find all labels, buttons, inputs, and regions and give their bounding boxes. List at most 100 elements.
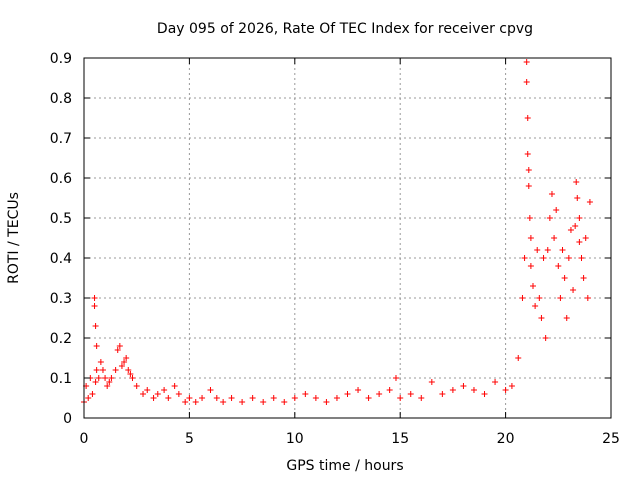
data-point <box>544 247 551 253</box>
data-point <box>418 395 425 401</box>
data-point <box>213 395 220 401</box>
y-tick-label: 0.2 <box>50 331 72 347</box>
data-point <box>449 387 456 393</box>
data-point <box>542 335 549 341</box>
data-point <box>150 395 157 401</box>
data-point <box>559 247 566 253</box>
data-point <box>323 399 330 405</box>
y-tick-label: 0.1 <box>50 371 72 387</box>
data-point <box>502 387 509 393</box>
data-point <box>125 367 132 373</box>
data-point <box>365 395 372 401</box>
data-point <box>85 395 92 401</box>
data-point <box>578 255 585 261</box>
data-point <box>576 239 583 245</box>
data-point <box>165 395 172 401</box>
data-point <box>116 343 123 349</box>
x-tick-label: 20 <box>497 431 515 447</box>
y-tick-label: 0.6 <box>50 171 72 187</box>
data-point <box>524 151 531 157</box>
data-point <box>239 399 246 405</box>
data-point <box>582 235 589 241</box>
data-point <box>129 375 136 381</box>
data-point <box>112 367 119 373</box>
data-point <box>536 295 543 301</box>
data-point <box>123 355 130 361</box>
y-tick-label: 0.5 <box>50 211 72 227</box>
data-point <box>182 399 189 405</box>
data-point <box>540 255 547 261</box>
data-point <box>524 115 531 121</box>
data-point <box>521 255 528 261</box>
axis-ticks: 0 0.1 0.2 0.3 0.4 0.5 0.6 0.7 0.8 0.9 0 5 10 15 20 25 <box>50 51 620 447</box>
chart-title: Day 095 of 2026, Rate Of TEC Index for r… <box>157 21 533 37</box>
data-point <box>220 399 227 405</box>
y-tick-label: 0.3 <box>50 291 72 307</box>
data-point <box>553 207 560 213</box>
data-point <box>460 383 467 389</box>
data-point <box>526 215 533 221</box>
data-point <box>108 375 115 381</box>
data-point <box>407 391 414 397</box>
y-tick-label: 0 <box>63 411 72 427</box>
plot-frame <box>83 57 612 419</box>
data-point <box>114 347 121 353</box>
data-point <box>192 399 199 405</box>
data-point <box>144 387 151 393</box>
y-tick-label: 0.8 <box>50 91 72 107</box>
x-tick-label: 0 <box>80 431 89 447</box>
data-point <box>106 379 113 385</box>
data-point <box>546 215 553 221</box>
y-axis-label: ROTI / TECUs <box>6 192 22 284</box>
data-point <box>523 79 530 85</box>
data-point <box>171 383 178 389</box>
data-point <box>557 295 564 301</box>
data-point <box>508 383 515 389</box>
data-point <box>551 235 558 241</box>
data-point <box>333 395 340 401</box>
data-point <box>207 387 214 393</box>
data-point <box>523 59 530 65</box>
data-point <box>91 303 98 309</box>
data-point <box>133 383 140 389</box>
data-points <box>81 59 593 405</box>
data-point <box>92 379 99 385</box>
data-point <box>481 391 488 397</box>
data-point <box>572 223 579 229</box>
data-point <box>104 383 111 389</box>
data-point <box>563 315 570 321</box>
data-point <box>428 379 435 385</box>
data-point <box>154 391 161 397</box>
x-axis-label: GPS time / hours <box>286 458 403 474</box>
data-point <box>91 295 98 301</box>
data-point <box>186 395 193 401</box>
data-point <box>534 247 541 253</box>
data-point <box>89 391 96 397</box>
data-point <box>584 295 591 301</box>
data-point <box>270 395 277 401</box>
data-point <box>312 395 319 401</box>
data-point <box>532 303 539 309</box>
data-point <box>527 235 534 241</box>
data-point <box>376 391 383 397</box>
x-tick-label: 15 <box>391 431 409 447</box>
data-point <box>228 395 235 401</box>
data-point <box>97 359 104 365</box>
x-tick-label: 10 <box>286 431 304 447</box>
data-point <box>386 387 393 393</box>
data-point <box>548 191 555 197</box>
data-point <box>525 183 532 189</box>
data-point <box>355 387 362 393</box>
data-point <box>291 395 298 401</box>
x-tick-label: 5 <box>185 431 194 447</box>
data-point <box>99 367 106 373</box>
data-point <box>555 263 562 269</box>
data-point <box>302 391 309 397</box>
data-point <box>530 283 537 289</box>
data-point <box>527 263 534 269</box>
data-point <box>525 167 532 173</box>
data-point <box>439 391 446 397</box>
data-point <box>249 395 256 401</box>
